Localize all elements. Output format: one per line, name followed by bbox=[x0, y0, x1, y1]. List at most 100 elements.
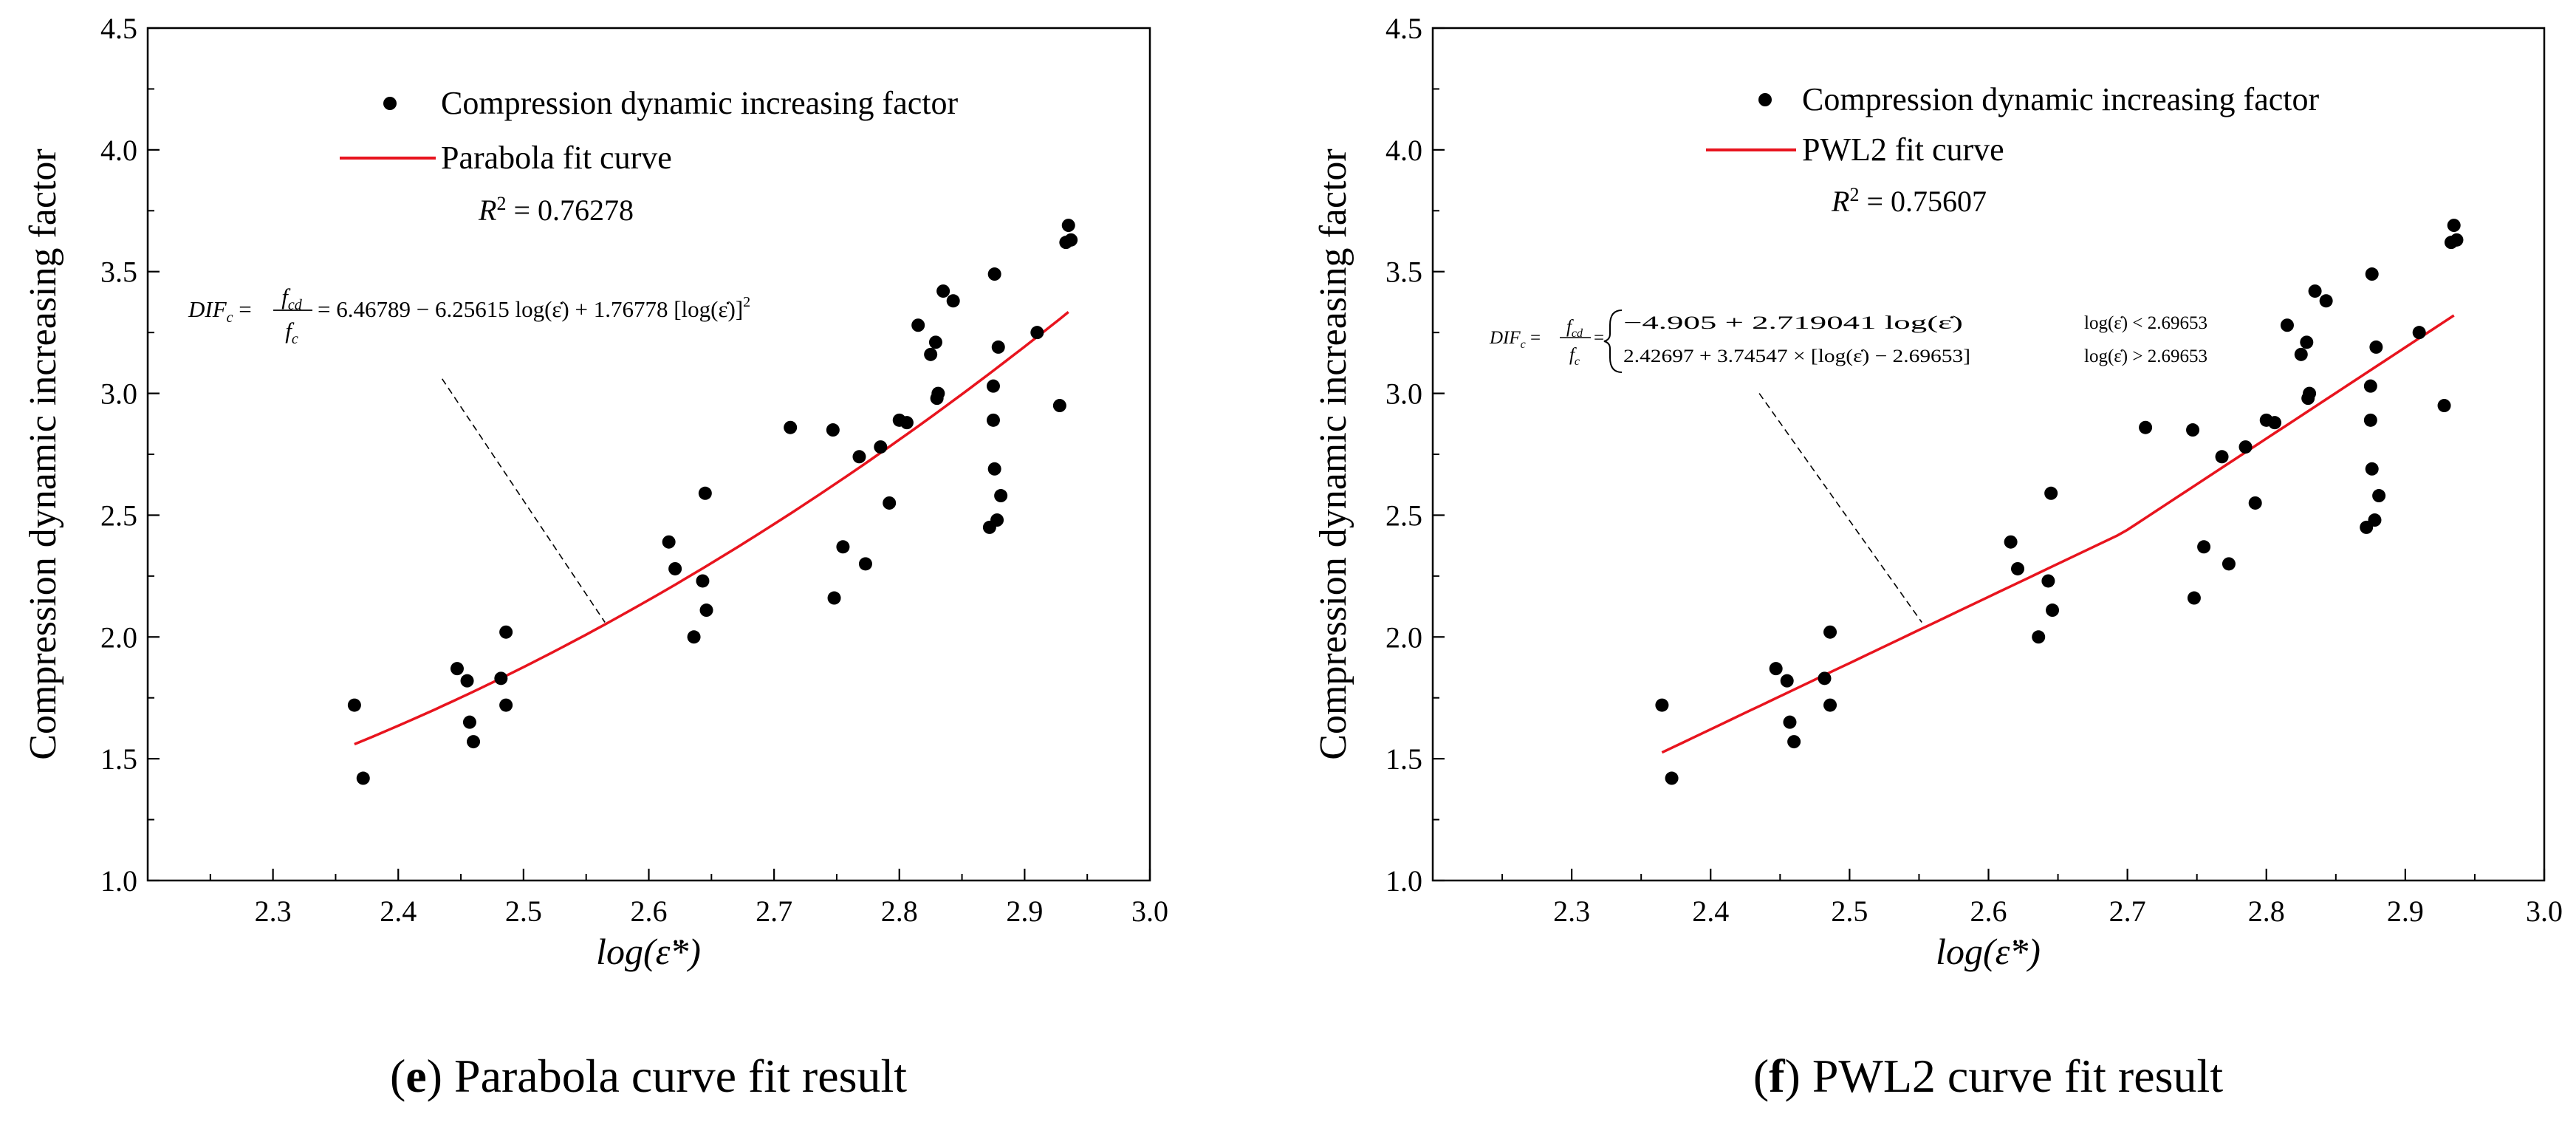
data-point bbox=[987, 267, 1001, 281]
data-point bbox=[494, 671, 508, 685]
data-point bbox=[852, 450, 866, 464]
x-tick-label: 2.7 bbox=[756, 895, 792, 928]
x-tick-label: 3.0 bbox=[2526, 895, 2563, 928]
y-tick-label: 2.0 bbox=[100, 620, 137, 654]
legend-label-points: Compression dynamic increasing factor bbox=[441, 85, 958, 121]
x-axis-label: log(ε̈*) bbox=[1936, 931, 2041, 972]
panel-e: 2.3 2.4 2.5 2.6 2.7 2.8 2.9 3.0 1.0 1.5 2.0 2.5 3.0… bbox=[22, 12, 1168, 972]
x-tick-label: 2.5 bbox=[1831, 895, 1868, 928]
data-point bbox=[696, 574, 710, 588]
data-point bbox=[2041, 574, 2055, 588]
data-point bbox=[1769, 662, 1783, 676]
data-point bbox=[874, 440, 888, 454]
data-point bbox=[699, 604, 713, 618]
x-axis-label: log(ε̈*) bbox=[596, 931, 701, 972]
data-point bbox=[2222, 557, 2236, 571]
svg-text:= 6.46789 − 6.25615 log(ε̇) +: = 6.46789 − 6.25615 log(ε̇) + 1.76778 [l… bbox=[318, 294, 750, 322]
data-point bbox=[499, 625, 513, 639]
y-tick-label: 1.0 bbox=[1385, 864, 1422, 897]
fit-equation: DIFc = fcd fc = −4.905 + 2.719041 log(ε̇… bbox=[1489, 310, 2207, 373]
legend-marker-points bbox=[1758, 93, 1772, 106]
data-point bbox=[858, 557, 872, 571]
data-point bbox=[1783, 715, 1797, 729]
data-point bbox=[2372, 489, 2386, 503]
data-point bbox=[2186, 423, 2200, 437]
data-point bbox=[2046, 604, 2060, 618]
x-tick-labels: 2.3 2.4 2.5 2.6 2.7 2.8 2.9 3.0 bbox=[255, 895, 1168, 928]
data-point bbox=[2437, 399, 2451, 413]
data-point bbox=[911, 318, 925, 332]
legend-label-fit: Parabola fit curve bbox=[441, 140, 672, 176]
data-point bbox=[1030, 326, 1044, 340]
data-point bbox=[467, 735, 481, 749]
parabola-fit-curve bbox=[354, 311, 1069, 746]
data-point bbox=[1665, 771, 1679, 785]
svg-text:log(ε̇) > 2.69653: log(ε̇) > 2.69653 bbox=[2084, 346, 2207, 366]
data-point bbox=[2303, 386, 2317, 400]
r-squared-annotation: R2 = 0.76278 bbox=[478, 193, 634, 228]
x-tick-label: 2.9 bbox=[2387, 895, 2424, 928]
legend-label-fit: PWL2 fit curve bbox=[1802, 131, 2004, 168]
data-point bbox=[836, 540, 850, 554]
data-point bbox=[698, 486, 712, 500]
data-point bbox=[883, 496, 897, 510]
y-axis-label: Compression dynamic increasing factor bbox=[1312, 148, 1354, 759]
data-point bbox=[1064, 233, 1078, 247]
data-point bbox=[924, 347, 938, 361]
data-point bbox=[2368, 513, 2382, 527]
data-point bbox=[1052, 399, 1066, 413]
r-squared-annotation: R2 = 0.75607 bbox=[1831, 184, 1987, 219]
x-tick-label: 2.3 bbox=[1553, 895, 1590, 928]
data-point bbox=[462, 715, 476, 729]
svg-text:−4.905 + 2.719041 log(ε̇): −4.905 + 2.719041 log(ε̇) bbox=[1623, 313, 1963, 333]
data-point bbox=[826, 423, 840, 437]
svg-text:log(ε̇) < 2.69653: log(ε̇) < 2.69653 bbox=[2084, 313, 2207, 333]
data-point bbox=[668, 561, 682, 575]
data-point bbox=[1655, 698, 1669, 712]
data-point bbox=[2447, 219, 2461, 233]
x-tick-label: 2.4 bbox=[380, 895, 417, 928]
data-point bbox=[784, 420, 798, 434]
svg-text:DIFc =: DIFc = bbox=[188, 296, 252, 326]
y-tick-label: 1.5 bbox=[100, 742, 137, 776]
x-tick-label: 2.6 bbox=[1970, 895, 2007, 928]
data-point bbox=[2369, 340, 2383, 354]
x-tick-label: 2.9 bbox=[1006, 895, 1043, 928]
x-tick-labels: 2.3 2.4 2.5 2.6 2.7 2.8 2.9 3.0 bbox=[1553, 895, 2563, 928]
y-tick-labels: 1.0 1.5 2.0 2.5 3.0 3.5 4.0 4.5 bbox=[100, 12, 137, 897]
data-point bbox=[2004, 535, 2018, 549]
y-tick-label: 3.5 bbox=[1385, 256, 1422, 289]
y-tick-label: 3.0 bbox=[100, 377, 137, 411]
data-point bbox=[994, 489, 1008, 503]
data-point bbox=[1780, 674, 1794, 688]
data-point bbox=[2319, 294, 2333, 308]
y-tick-label: 4.5 bbox=[100, 12, 137, 45]
svg-text:2.42697 + 3.74547 × [log(ε̇) −: 2.42697 + 3.74547 × [log(ε̇) − 2.69653] bbox=[1623, 346, 1970, 366]
data-point bbox=[991, 340, 1005, 354]
x-tick-label: 2.3 bbox=[255, 895, 292, 928]
svg-text:fc: fc bbox=[1569, 345, 1580, 368]
data-point bbox=[1787, 735, 1801, 749]
svg-text:fcd: fcd bbox=[281, 284, 303, 313]
fit-equation: DIFc = fcd fc = 6.46789 − 6.25615 log(ε̇… bbox=[188, 284, 750, 347]
data-point bbox=[986, 379, 1000, 393]
data-point bbox=[2187, 591, 2201, 605]
data-point bbox=[946, 294, 960, 308]
data-point bbox=[347, 698, 361, 712]
x-tick-label: 2.6 bbox=[631, 895, 668, 928]
panel-f: 2.3 2.4 2.5 2.6 2.7 2.8 2.9 3.0 1.0 1.5 2.0 2.5 3.0… bbox=[1312, 12, 2563, 972]
y-tick-label: 4.0 bbox=[1385, 134, 1422, 167]
y-tick-label: 2.5 bbox=[1385, 499, 1422, 532]
data-point bbox=[931, 386, 945, 400]
data-point bbox=[2280, 318, 2294, 332]
data-point bbox=[2032, 630, 2046, 644]
data-point bbox=[2365, 267, 2379, 281]
data-point bbox=[687, 630, 701, 644]
caption-panel-f: (f) PWL2 curve fit result bbox=[1753, 1050, 2223, 1102]
data-point bbox=[450, 662, 464, 676]
y-tick-label: 3.0 bbox=[1385, 377, 1422, 411]
x-tick-label: 2.4 bbox=[1692, 895, 1729, 928]
data-point bbox=[827, 591, 841, 605]
data-point bbox=[662, 535, 676, 549]
